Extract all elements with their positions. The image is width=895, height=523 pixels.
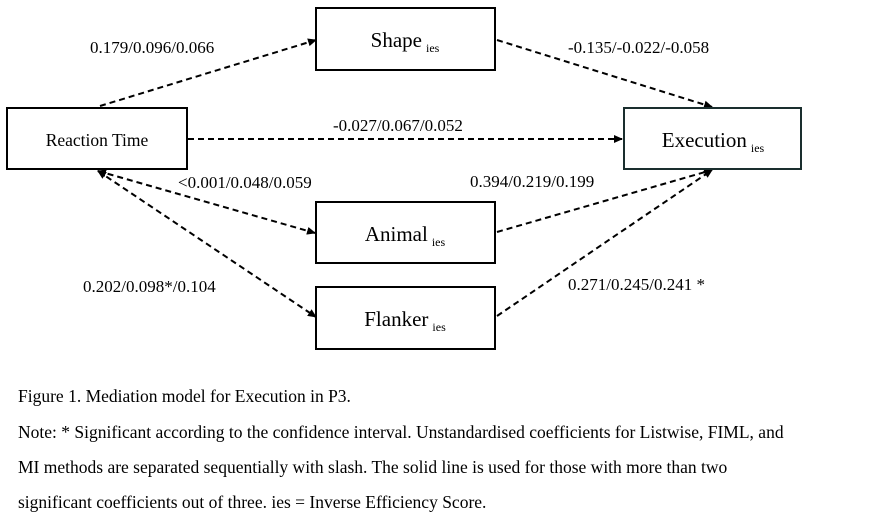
node-shape-box: [315, 7, 496, 71]
coef-rt-to-shape: 0.179/0.096/0.066: [90, 38, 214, 57]
node-flanker-label: Flanker ies: [364, 307, 446, 334]
path-flanker-to-execution: [496, 169, 713, 317]
figure-note-line-2: MI methods are separated sequentially wi…: [18, 457, 728, 477]
figure-title: Figure 1. Mediation model for Execution …: [18, 386, 351, 406]
node-animal-label: Animal ies: [365, 222, 446, 249]
path-shape-to-execution: [496, 39, 713, 109]
path-rt-to-shape: [99, 38, 317, 107]
node-shape-label: Shape ies: [371, 28, 440, 55]
coef-animal-to-execution: 0.394/0.219/0.199: [470, 172, 594, 191]
node-reaction-time-label: Reaction Time: [46, 130, 149, 150]
coef-shape-to-execution: -0.135/-0.022/-0.058: [568, 38, 709, 57]
node-animal-box: [315, 201, 496, 264]
node-reaction-time-box: [6, 107, 188, 170]
node-execution-label: Execution ies: [662, 128, 765, 155]
figure-note-line-3: significant coefficients out of three. i…: [18, 492, 487, 512]
coef-rt-to-flanker: 0.202/0.098*/0.104: [83, 277, 216, 296]
coef-flanker-to-execution: 0.271/0.245/0.241 *: [568, 275, 705, 294]
node-flanker-box: [315, 286, 496, 350]
path-animal-to-execution: [496, 168, 713, 233]
path-rt-to-flanker: [97, 170, 317, 318]
node-execution-box: [623, 107, 802, 170]
figure-note-line-1: Note: * Significant according to the con…: [18, 422, 784, 442]
coef-rt-to-execution: -0.027/0.067/0.052: [333, 116, 463, 135]
coef-rt-to-animal: <0.001/0.048/0.059: [178, 173, 312, 192]
mediation-diagram: Reaction Time Shape ies Execution ies Anim…: [6, 7, 802, 350]
